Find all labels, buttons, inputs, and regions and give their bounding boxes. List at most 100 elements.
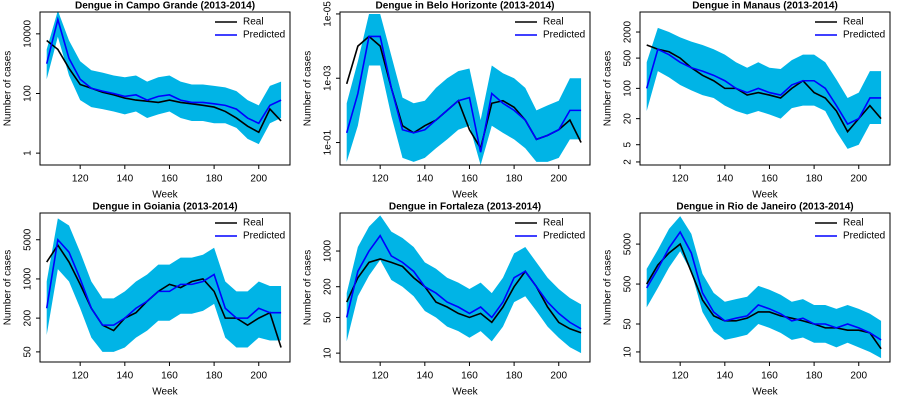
- y-tick-label: 1e-01: [323, 129, 334, 155]
- series-line: [645, 48, 882, 126]
- x-axis-label: Week: [752, 190, 778, 201]
- panel: 120 140 160 180 200 50 200 1000 5000 Dengue in Go…: [3, 202, 291, 398]
- y-axis-label: Number of cases: [603, 250, 614, 326]
- x-tick-label: 160: [761, 371, 778, 382]
- x-tick-label: 140: [416, 174, 433, 185]
- series-line: [46, 39, 282, 134]
- y-tick-label: 200: [323, 278, 334, 295]
- legend-label: Real: [843, 17, 864, 28]
- x-tick-label: 200: [850, 174, 867, 185]
- legend-label: Predicted: [243, 231, 285, 242]
- legend-label: Predicted: [243, 30, 285, 41]
- y-tick-label: 10000: [23, 20, 34, 48]
- y-tick-label: 500: [623, 49, 634, 66]
- panel: 120 140 160 180 200 2 5 20 100 500 2000 Dengue in M…: [603, 1, 891, 201]
- y-tick-label: 2000: [623, 20, 634, 43]
- y-tick-label: 50: [323, 311, 334, 323]
- prediction-band: [346, 215, 582, 354]
- x-tick-label: 160: [161, 174, 178, 185]
- series-line: [45, 16, 282, 125]
- x-tick-label: 140: [116, 371, 133, 382]
- series-line: [345, 35, 582, 153]
- x-tick-label: 120: [672, 371, 689, 382]
- plot-frame: [339, 212, 591, 363]
- chart-title: Dengue in Manaus (2013-2014): [692, 1, 838, 12]
- x-tick-label: 120: [72, 174, 89, 185]
- y-axis-label: Number of cases: [303, 51, 314, 127]
- y-tick-label: 10: [323, 347, 334, 359]
- series-line: [345, 234, 582, 330]
- series-line: [345, 258, 582, 334]
- x-tick-label: 160: [461, 174, 478, 185]
- prediction-band: [646, 216, 882, 359]
- x-tick-label: 200: [850, 371, 867, 382]
- y-tick-label: 5000: [623, 233, 634, 256]
- x-axis-label: Week: [152, 190, 178, 201]
- legend-label: Real: [243, 218, 264, 229]
- y-tick-label: 5000: [23, 228, 34, 251]
- x-tick-label: 140: [716, 174, 733, 185]
- panel: 120 140 160 180 200 1 100 10000 Dengue in Campo …: [3, 1, 291, 201]
- x-tick-label: 200: [250, 371, 267, 382]
- x-tick-label: 200: [250, 174, 267, 185]
- x-tick-label: 180: [206, 371, 223, 382]
- legend-label: Real: [243, 17, 264, 28]
- legend-label: Real: [543, 218, 564, 229]
- x-tick-label: 200: [550, 174, 567, 185]
- x-tick-label: 180: [506, 174, 523, 185]
- series-line: [46, 243, 282, 348]
- x-tick-label: 120: [672, 174, 689, 185]
- panel: 120 140 160 180 200 10 50 200 1000 Dengue in Fort…: [303, 202, 591, 398]
- legend-label: Predicted: [543, 30, 585, 41]
- legend-label: Real: [543, 17, 564, 28]
- legend-label: Predicted: [843, 231, 885, 242]
- x-tick-label: 160: [761, 174, 778, 185]
- x-axis-label: Week: [752, 387, 778, 398]
- x-tick-label: 140: [116, 174, 133, 185]
- x-tick-label: 140: [716, 371, 733, 382]
- chart-title: Dengue in Fortaleza (2013-2014): [389, 202, 541, 213]
- plot-frame: [39, 11, 291, 166]
- plot-frame: [639, 212, 891, 363]
- y-axis-label: Number of cases: [303, 250, 314, 326]
- x-tick-label: 180: [806, 174, 823, 185]
- y-tick-label: 10: [623, 346, 634, 358]
- prediction-band: [646, 27, 882, 149]
- legend-label: Real: [843, 218, 864, 229]
- x-tick-label: 180: [506, 371, 523, 382]
- x-tick-label: 160: [161, 371, 178, 382]
- y-axis-label: Number of cases: [3, 51, 14, 127]
- legend-label: Predicted: [843, 30, 885, 41]
- y-tick-label: 1000: [323, 239, 334, 262]
- y-tick-label: 5: [623, 141, 634, 147]
- x-tick-label: 120: [372, 174, 389, 185]
- series-line: [646, 230, 882, 341]
- y-tick-label: 200: [23, 309, 34, 326]
- y-tick-label: 100: [623, 80, 634, 97]
- prediction-band: [46, 218, 282, 352]
- x-tick-label: 140: [416, 371, 433, 382]
- chart-title: Dengue in Rio de Janeiro (2013-2014): [676, 202, 853, 213]
- plot-frame: [39, 212, 291, 363]
- plot-frame: [339, 11, 591, 166]
- series-line: [45, 237, 282, 326]
- y-tick-label: 1000: [23, 267, 34, 290]
- chart-title: Dengue in Campo Grande (2013-2014): [75, 1, 255, 12]
- y-tick-label: 20: [623, 113, 634, 125]
- x-axis-label: Week: [452, 190, 478, 201]
- y-axis-label: Number of cases: [603, 51, 614, 127]
- series-line: [646, 242, 882, 350]
- x-tick-label: 120: [72, 371, 89, 382]
- y-tick-label: 50: [623, 318, 634, 330]
- y-tick-label: 50: [23, 346, 34, 358]
- x-axis-label: Week: [152, 387, 178, 398]
- x-tick-label: 180: [806, 371, 823, 382]
- panel: 120 140 160 180 200 1e-05 1e-03 1e-01 Dengue in …: [303, 1, 591, 201]
- x-tick-label: 200: [550, 371, 567, 382]
- x-tick-label: 120: [372, 371, 389, 382]
- series-line: [646, 44, 882, 134]
- y-tick-label: 100: [23, 85, 34, 102]
- x-axis-label: Week: [452, 387, 478, 398]
- y-tick-label: 1: [23, 150, 34, 156]
